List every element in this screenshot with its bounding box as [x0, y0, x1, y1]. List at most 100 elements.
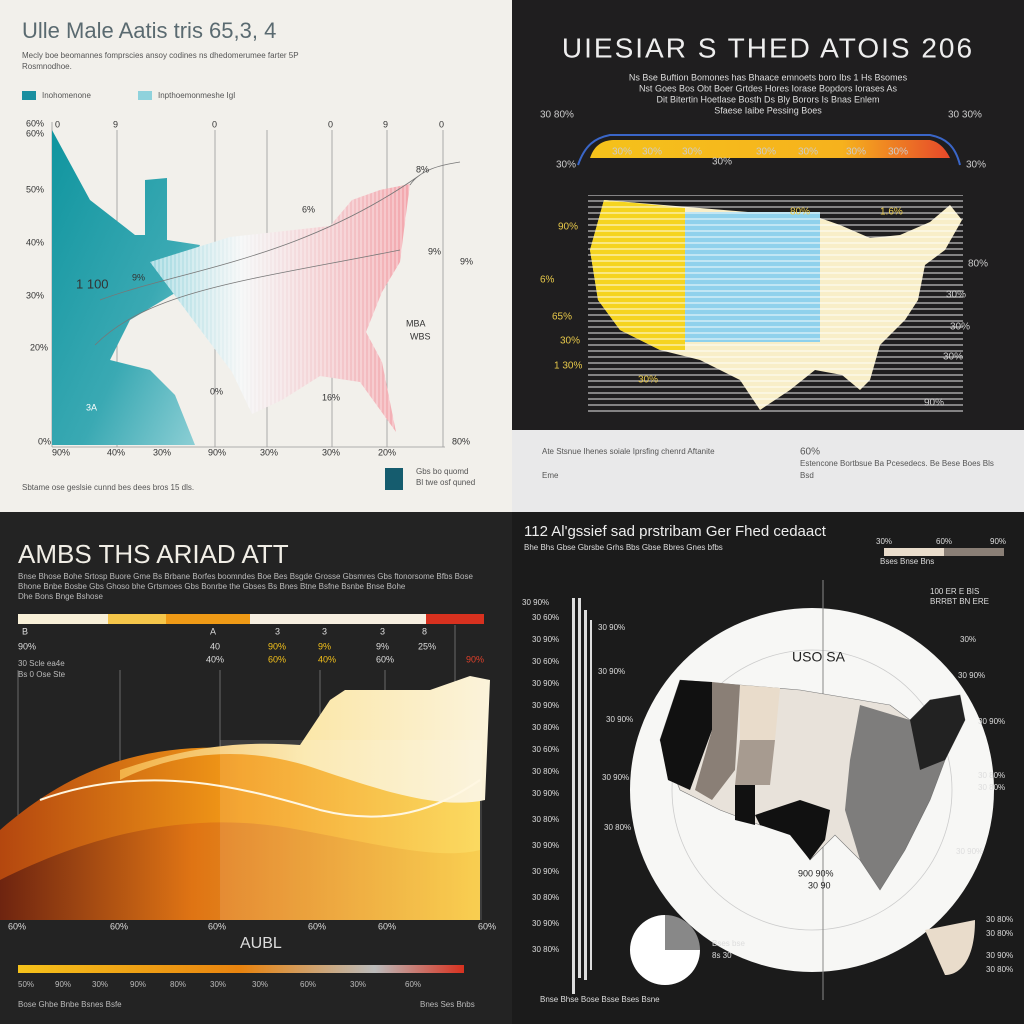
annotation: MBA	[406, 318, 426, 328]
panel-3: AMBS THS ARIAD ATT Bnse Bhose Bohe Srtos…	[0, 512, 512, 1024]
inner-label: 30 80%	[604, 823, 631, 832]
map-label: 30%	[943, 352, 963, 363]
map-label: 80%	[968, 259, 988, 270]
top-label: 9	[113, 119, 118, 129]
bar	[590, 620, 592, 970]
left-label: 30 90%	[532, 789, 559, 798]
annotation: 6%	[302, 204, 315, 214]
band-label: 30%	[798, 147, 818, 158]
map-label: 30%	[638, 375, 658, 386]
trend-line	[94, 161, 461, 346]
y-label: 30%	[26, 290, 44, 300]
bar-label: 8	[422, 626, 427, 636]
subtitle: Mecly boe beomannes fomprscies ansoy cod…	[22, 51, 299, 60]
subtitle: Bhone Bnbe Bosbe Gbs Ghoso bhe Grtsmoes …	[18, 582, 406, 591]
area-layer	[0, 822, 480, 920]
x-label: 60%	[208, 921, 226, 931]
side-label: 30 80%	[540, 110, 574, 121]
scale-label: 30%	[252, 980, 268, 989]
panel-2: UIESIAR S THED ATOIS 206 Ns Bse Buftion …	[512, 0, 1024, 512]
side-label: 30%	[556, 160, 576, 171]
bar-value: 90%	[466, 654, 484, 664]
scale-bar	[18, 965, 464, 973]
bar-value: 90%	[18, 641, 36, 651]
map-label: 30%	[950, 322, 970, 333]
right-label: 30 90%	[986, 951, 1013, 960]
note: 30 Scle ea4e	[18, 659, 65, 668]
footer-text: Eme	[542, 471, 559, 480]
legend-swatch	[138, 91, 152, 100]
annotation: 3A	[86, 402, 97, 412]
panel-1: Ulle Male Aatis tris 65,3, 4 Mecly boe b…	[0, 0, 512, 512]
x-label: 80%	[452, 436, 470, 446]
annotation: 0%	[210, 386, 223, 396]
bar-label: B	[22, 626, 28, 636]
right-label: 30 80%	[978, 771, 1005, 780]
inner-label: 30 90%	[606, 715, 633, 724]
right-label: 30 80%	[986, 965, 1013, 974]
inner-label: 30 90%	[598, 623, 625, 632]
x-label: 60%	[110, 921, 128, 931]
annotation: WBS	[410, 331, 431, 341]
x-label: 90%	[208, 447, 226, 457]
map-texture	[588, 195, 963, 415]
y-label: 50%	[26, 184, 44, 194]
ring	[671, 649, 953, 931]
pie-label: Bses bse	[712, 939, 745, 948]
subtitle: Rosmnodhoe.	[22, 62, 72, 71]
left-label: 30 90%	[532, 679, 559, 688]
bar-label: 3	[322, 626, 327, 636]
panel-title: UIESIAR S THED ATOIS 206	[562, 32, 974, 63]
highlight	[220, 740, 482, 920]
right-title: 100 ER E BIS	[930, 587, 979, 596]
left-label: 30 80%	[532, 815, 559, 824]
bar-value: 90%	[268, 641, 286, 651]
x-label: 30%	[322, 447, 340, 457]
y-label: 0%	[38, 436, 51, 446]
right-label: 30 80%	[986, 929, 1013, 938]
legend-label: 90%	[990, 537, 1006, 546]
area-texture	[150, 184, 410, 432]
scale-label: 50%	[18, 980, 34, 989]
subtitle: Bnse Bhose Bohe Srtosp Buore Gme Bs Brba…	[18, 572, 473, 581]
map-label: 90%	[924, 398, 944, 409]
panel-title: 112 Al'gssief sad prstribam Ger Fhed ced…	[524, 523, 827, 540]
x-label: 90%	[52, 447, 70, 457]
map-label: 1 30%	[554, 361, 582, 372]
band-label: 30%	[846, 147, 866, 158]
bar-value: 60%	[376, 654, 394, 664]
scale-label: 90%	[130, 980, 146, 989]
footer: Bnes Ses Bnbs	[420, 1000, 475, 1009]
left-label: 30 90%	[532, 635, 559, 644]
map-title: USO SA	[792, 649, 846, 665]
inner-label: 30 90%	[598, 667, 625, 676]
color-bar	[426, 614, 484, 624]
box-label: Bl twe osf quned	[416, 478, 475, 487]
bar	[584, 610, 587, 980]
legend-label: Inpthoemonmeshe IgI	[158, 91, 235, 100]
top-label: 0	[328, 119, 333, 129]
band-label: 30%	[682, 147, 702, 158]
x-label: 60%	[378, 921, 396, 931]
area-layer	[120, 676, 490, 803]
map-state	[755, 800, 830, 860]
panel-title: Ulle Male Aatis tris 65,3, 4	[22, 18, 276, 43]
map-state	[695, 682, 740, 800]
map-state	[740, 685, 780, 740]
annotation: 9%	[460, 256, 473, 266]
bar	[572, 598, 575, 994]
x-label: 40%	[107, 447, 125, 457]
legend-label: 60%	[936, 537, 952, 546]
subtitle: Ns Bse Buftion Bomones has Bhaace emnoet…	[629, 72, 908, 82]
band-outline	[577, 134, 961, 166]
map-state	[735, 785, 755, 825]
y-label: 20%	[30, 342, 48, 352]
subtitle: Nst Goes Bos Obt Boer Grtdes Hores Ioras…	[639, 83, 898, 93]
bar-value: 9%	[376, 641, 389, 651]
right-label: 30 80%	[978, 783, 1005, 792]
bar-value: 40	[210, 641, 220, 651]
note: Bs 0 Ose Ste	[18, 670, 66, 679]
legend-swatch	[22, 91, 36, 100]
map-state	[660, 680, 712, 790]
right-label: 30 90%	[956, 847, 983, 856]
